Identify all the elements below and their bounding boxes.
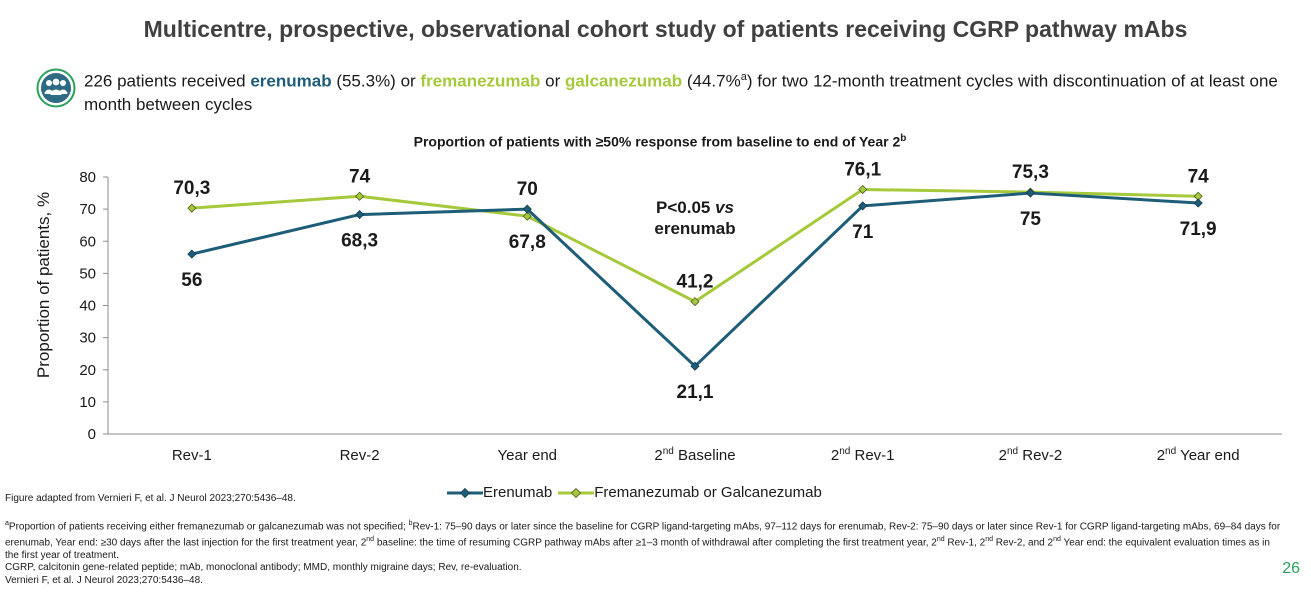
data-point-fremanezumab-galcanezumab xyxy=(355,191,365,201)
data-point-erenumab xyxy=(522,204,532,214)
data-label-erenumab: 21,1 xyxy=(677,382,714,403)
chart-legend: Erenumab Fremanezumab or Galcanezumab xyxy=(447,484,828,501)
footnote-b-text5: Year end: the equivalent evaluation time… xyxy=(5,537,1270,561)
x-tick-label: Rev-1 xyxy=(172,447,212,464)
footnote-b-text3: Rev-1, 2 xyxy=(944,537,986,549)
data-label-fremanezumab-galcanezumab: 70,3 xyxy=(173,178,210,199)
figure-source: Figure adapted from Vernieri F, et al. J… xyxy=(5,493,296,504)
significance-annotation-line1: P<0.05 vs xyxy=(656,198,734,217)
intro-or: or xyxy=(540,71,565,91)
x-tick-label: Rev-2 xyxy=(340,447,380,464)
footnote-b-text: Rev-1: 75–90 days or later since the bas… xyxy=(5,521,1281,549)
footnote-b-sup4: nd xyxy=(985,535,994,543)
fremanezumab-name: fremanezumab xyxy=(420,71,541,91)
legend-item-erenumab: Erenumab xyxy=(447,484,552,501)
erenumab-name: erenumab xyxy=(250,71,332,91)
data-label-erenumab: 68,3 xyxy=(341,231,378,252)
legend-item-fremanezumab-galcanezumab: Fremanezumab or Galcanezumab xyxy=(558,484,822,501)
legend-fremanezumab-swatch xyxy=(558,487,595,498)
galcanezumab-pct: (44.7% xyxy=(682,71,741,91)
data-label-fremanezumab-galcanezumab: 74 xyxy=(349,166,371,187)
data-label-erenumab: 71 xyxy=(852,222,874,243)
line-chart: 0 10 20 30 40 50 60 70 80 Rev-1 Rev-2 Year end 2nd B… xyxy=(79,160,1282,464)
page-number: 26 xyxy=(1282,560,1300,577)
chart-title: Proportion of patients with ≥50% respons… xyxy=(0,133,1311,150)
x-tick-label: 2nd Year end xyxy=(1157,446,1240,464)
legend-fremanezumab-label: Fremanezumab or Galcanezumab xyxy=(594,484,822,501)
data-point-erenumab xyxy=(1193,198,1203,208)
footnote-a-b: aProportion of patients receiving either… xyxy=(5,518,1285,562)
data-label-fremanezumab-galcanezumab: 75,3 xyxy=(1012,162,1049,183)
data-point-fremanezumab-galcanezumab xyxy=(858,184,868,195)
data-point-erenumab xyxy=(1025,188,1035,198)
data-point-fremanezumab-galcanezumab xyxy=(690,297,700,307)
y-tick-label: 20 xyxy=(79,362,96,379)
data-point-fremanezumab-galcanezumab xyxy=(522,211,532,221)
footnote-a-marker: a xyxy=(740,71,747,83)
footnote-b-sup3: nd xyxy=(936,535,945,543)
intro-suffix: ) for two 12-month treatment cycles with… xyxy=(84,71,1278,114)
data-point-fremanezumab-galcanezumab xyxy=(187,203,197,213)
legend-erenumab-swatch xyxy=(447,487,483,498)
people-group-icon xyxy=(36,68,76,108)
x-tick-label: 2nd Rev-2 xyxy=(999,446,1063,464)
y-tick-label: 60 xyxy=(79,233,96,250)
footnote-b-sup: b xyxy=(408,520,413,527)
y-tick-label: 50 xyxy=(79,265,96,282)
data-label-fremanezumab-galcanezumab: 41,2 xyxy=(677,272,714,293)
study-description: 226 patients received erenumab (55.3%) o… xyxy=(84,66,1284,116)
chart-title-text: Proportion of patients with ≥50% respons… xyxy=(413,133,901,150)
data-label-fremanezumab-galcanezumab: 76,1 xyxy=(844,160,881,181)
y-tick-label: 30 xyxy=(79,330,96,347)
data-label-erenumab: 71,9 xyxy=(1180,219,1217,240)
footnote-b-sup2: nd xyxy=(366,535,375,543)
footnote-reference: Vernieri F, et al. J Neurol 2023;270:543… xyxy=(5,574,203,586)
y-tick-label: 0 xyxy=(88,426,96,443)
x-tick-label: 2nd Rev-1 xyxy=(831,446,895,464)
data-label-erenumab: 70 xyxy=(517,179,538,200)
y-tick-label: 10 xyxy=(79,394,96,411)
data-label-fremanezumab-galcanezumab: 74 xyxy=(1188,166,1210,187)
x-tick-label: 2nd Baseline xyxy=(654,446,735,464)
data-label-fremanezumab-galcanezumab: 67,8 xyxy=(509,232,546,253)
x-tick-label: Year end xyxy=(498,447,558,464)
footnote-b-text4: Rev-2, and 2 xyxy=(993,537,1054,549)
footnote-a-text: Proportion of patients receiving either … xyxy=(8,521,409,533)
y-tick-label: 80 xyxy=(79,169,96,186)
y-tick-label: 40 xyxy=(79,298,96,315)
significance-annotation-line2: erenumab xyxy=(654,219,735,238)
intro-prefix: 226 patients received xyxy=(84,71,251,91)
footnote-b-text2: baseline: the time of resuming CGRP path… xyxy=(374,537,937,549)
footnote-b-sup5: nd xyxy=(1053,535,1061,543)
chart-title-footnote-marker: b xyxy=(900,133,907,144)
slide-title: Multicentre, prospective, observational … xyxy=(143,16,1188,42)
data-point-erenumab xyxy=(187,249,197,259)
data-point-erenumab xyxy=(355,210,365,220)
data-point-erenumab xyxy=(690,361,700,371)
data-point-erenumab xyxy=(858,201,868,211)
data-label-erenumab: 56 xyxy=(181,270,202,291)
y-tick-label: 70 xyxy=(79,201,96,218)
footnotes: aProportion of patients receiving either… xyxy=(5,518,1285,587)
footnote-a-sup: a xyxy=(5,520,9,527)
erenumab-pct: (55.3%) or xyxy=(331,71,421,91)
galcanezumab-name: galcanezumab xyxy=(564,71,683,91)
footnote-abbreviations: CGRP, calcitonin gene-related peptide; m… xyxy=(5,562,522,574)
data-label-erenumab: 75 xyxy=(1020,209,1042,230)
legend-erenumab-label: Erenumab xyxy=(483,484,553,501)
